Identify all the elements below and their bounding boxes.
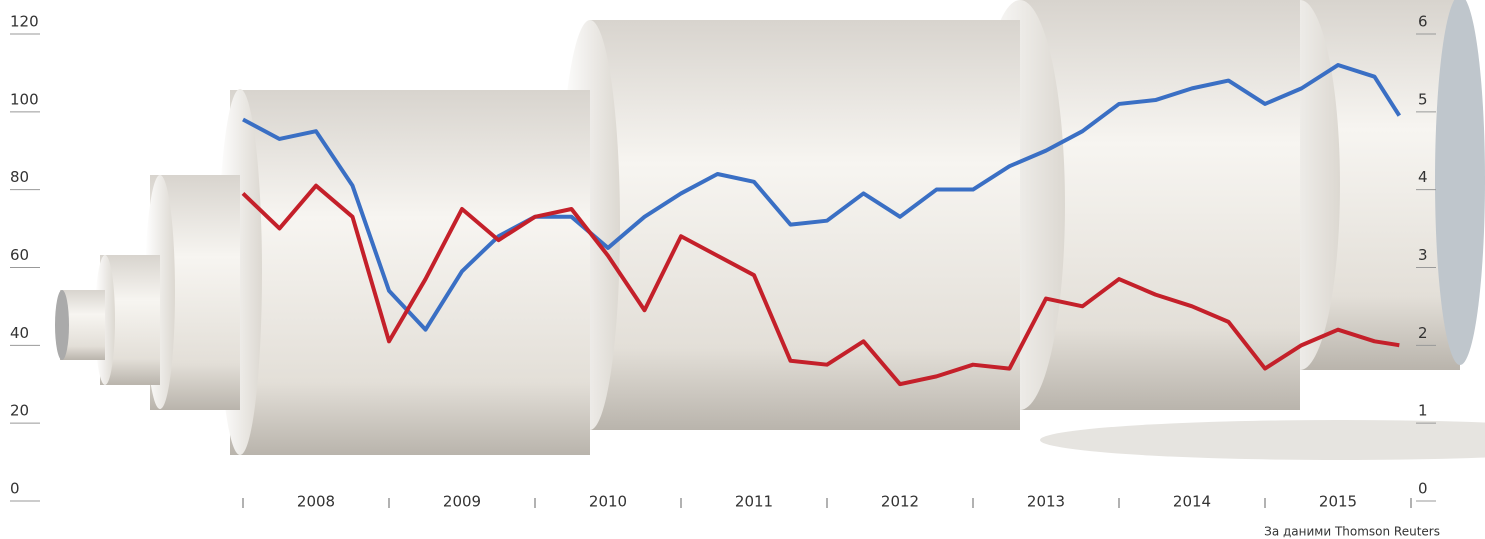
x-tick-label: 2008 — [297, 493, 335, 511]
source-note: За даними Thomson Reuters — [1264, 525, 1440, 539]
pipe-decoration — [55, 0, 1485, 460]
y-tick-label: 60 — [10, 246, 29, 264]
y-tick-label: 40 — [10, 324, 29, 342]
y2-tick-label: 5 — [1418, 90, 1428, 108]
y2-tick-label: 0 — [1418, 480, 1428, 498]
x-tick-label: 2013 — [1027, 493, 1065, 511]
y-tick-label: 120 — [10, 13, 39, 31]
y2-tick-label: 3 — [1418, 246, 1428, 264]
y2-tick-label: 2 — [1418, 324, 1428, 342]
x-tick-label: 2009 — [443, 493, 481, 511]
y-tick-label: 100 — [10, 90, 39, 108]
data-line — [242, 63, 1402, 332]
x-tick-label: 2015 — [1319, 493, 1357, 511]
y-tick-label: 20 — [10, 402, 29, 420]
x-tick-label: 2012 — [881, 493, 919, 511]
y2-tick-label: 1 — [1418, 402, 1428, 420]
x-tick-label: 2010 — [589, 493, 627, 511]
data-line — [241, 183, 1400, 387]
y2-tick-label: 6 — [1418, 13, 1428, 31]
y-tick-label: 0 — [10, 480, 20, 498]
y-tick-label: 80 — [10, 168, 29, 186]
x-tick-label: 2011 — [735, 493, 773, 511]
x-tick-label: 2014 — [1173, 493, 1211, 511]
y2-tick-label: 4 — [1418, 168, 1428, 186]
